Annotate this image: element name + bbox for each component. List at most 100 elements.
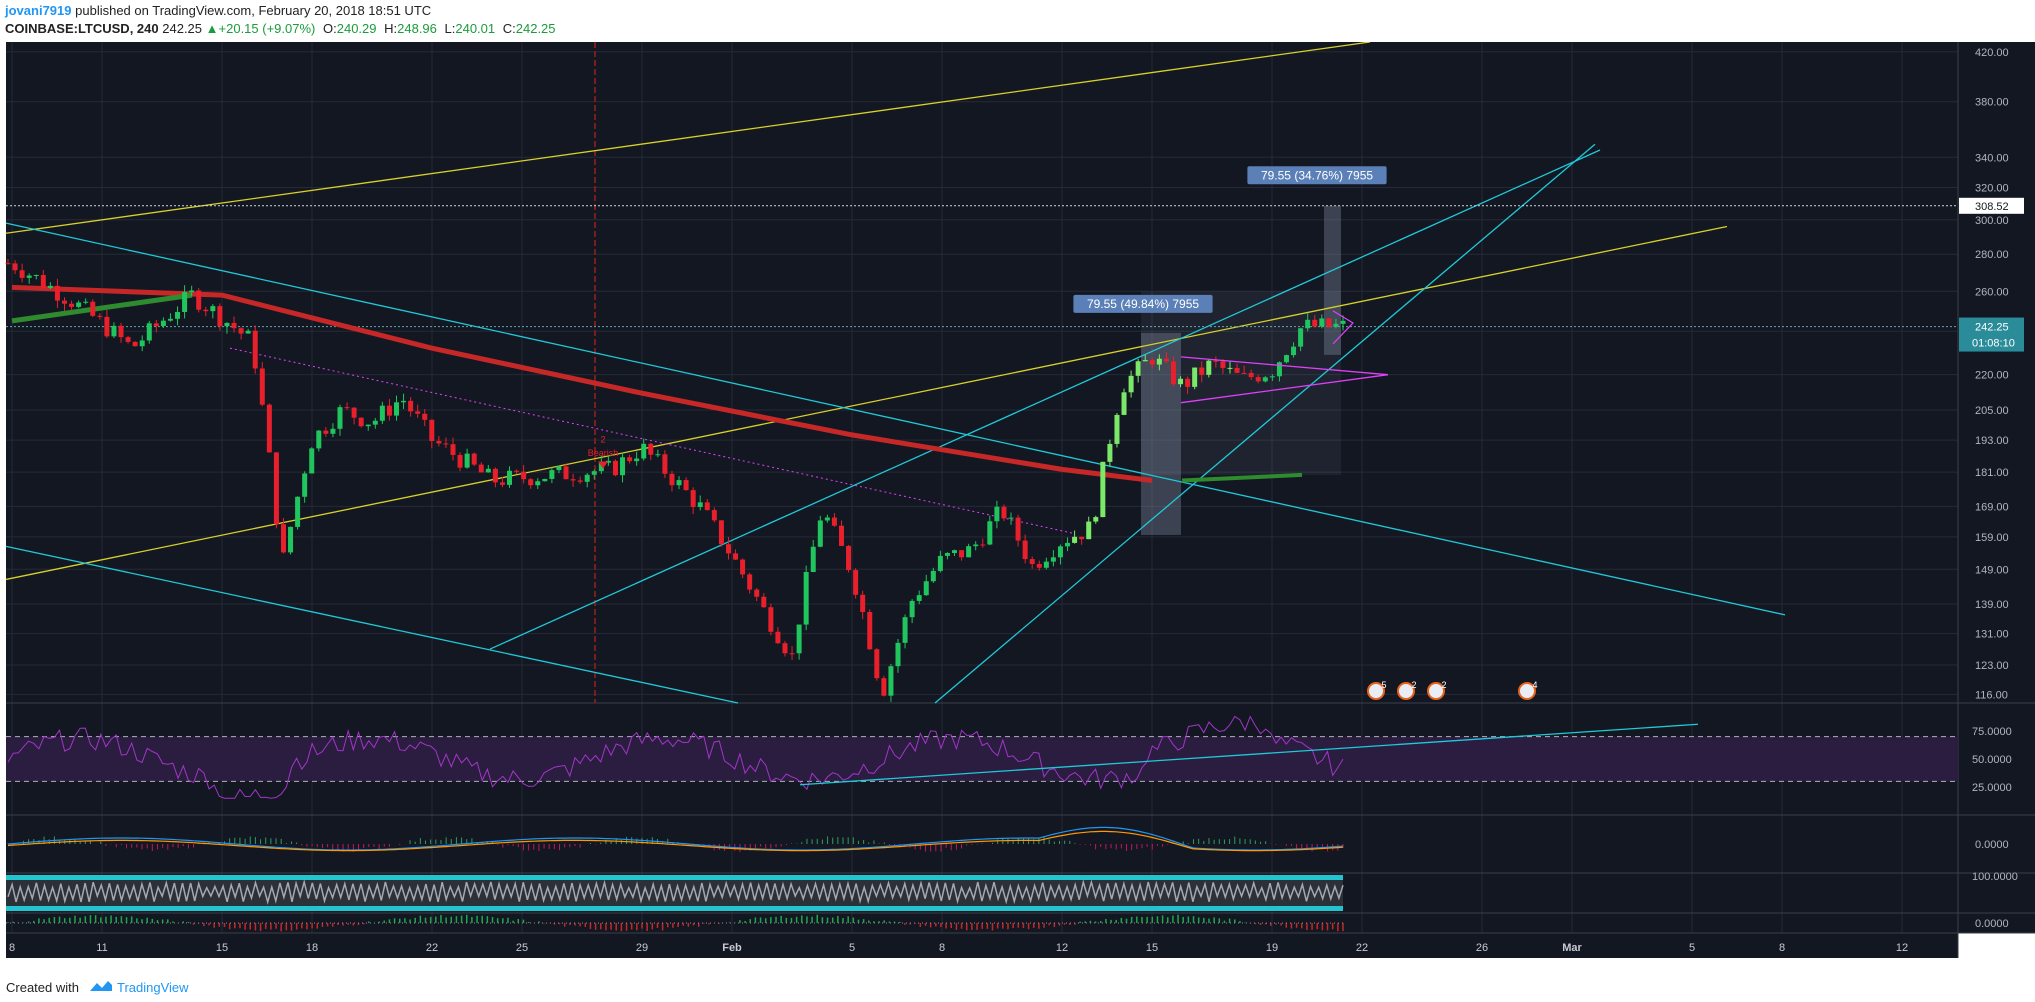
candle-body [1199, 367, 1205, 375]
osc-band-top [6, 875, 1343, 880]
trend-line-yellow [5, 42, 1371, 234]
event-badge-icon [1518, 682, 1536, 700]
candle-body [1156, 358, 1162, 365]
price-marker-bg [1959, 317, 2024, 352]
candle-body [1135, 361, 1141, 376]
candle-body [711, 510, 717, 521]
candle-body [1276, 362, 1282, 377]
close-value: 242.25 [515, 21, 556, 36]
candle-body [1178, 378, 1184, 385]
tradingview-link[interactable]: TradingView [117, 980, 189, 995]
candle-body [1001, 506, 1007, 519]
candle-body [740, 559, 746, 575]
candle-body [994, 506, 1000, 522]
candle-body [1128, 375, 1134, 393]
measure-label-1: 79.55 (49.84%) 7955 [1087, 297, 1199, 311]
candle-body [1192, 367, 1198, 387]
candle-body [831, 517, 837, 526]
author-name[interactable]: jovani7919 [5, 3, 72, 18]
candle-body [111, 325, 117, 337]
chart-footer: Created with TradingView [0, 972, 2035, 1002]
ema-green-line-left [11, 292, 193, 324]
candle-body [90, 301, 96, 316]
close-label: C: [502, 21, 516, 36]
candle-body [874, 649, 880, 679]
price-tick-label: 320.00 [1975, 183, 2009, 195]
chart-header: jovani7919 published on TradingView.com,… [0, 0, 2035, 42]
time-tick-label: 18 [306, 942, 318, 954]
price-tick-label: 116.00 [1975, 689, 2008, 701]
candle-body [295, 496, 301, 527]
ema-green-line-right [1181, 472, 1303, 483]
candle-body [952, 550, 958, 554]
high-value: 248.96 [397, 21, 437, 36]
symbol-label: COINBASE:LTCUSD, 240 [5, 21, 159, 36]
momentum-tick-label: 0.0000 [1975, 918, 2009, 930]
published-text: published on TradingView.com, February 2… [75, 3, 432, 18]
time-tick-label: 15 [1146, 942, 1158, 954]
candle-body [182, 292, 188, 313]
time-tick-label: 12 [1896, 942, 1908, 954]
osc-band-bottom [6, 906, 1343, 911]
candle-body [386, 405, 392, 416]
candle-body [288, 526, 294, 553]
candle-body [238, 328, 244, 334]
candle-body [54, 285, 60, 301]
candle-body [775, 631, 781, 644]
event-badge-count: 2 [1411, 680, 1416, 690]
rsi-tick-label: 25.0000 [1972, 782, 2012, 794]
candle-body [733, 553, 739, 560]
candle-body [860, 594, 866, 613]
price-tick-label: 300.00 [1975, 215, 2009, 227]
candle-body [5, 263, 11, 265]
candle-body [1269, 376, 1275, 378]
candle-body [789, 653, 795, 655]
candle-body [655, 454, 661, 456]
candle-body [620, 457, 626, 476]
candle-body [160, 320, 166, 327]
candle-body [1065, 542, 1071, 547]
candle-body [669, 473, 675, 486]
candle-body [1057, 546, 1063, 558]
candle-body [944, 553, 950, 556]
candle-body [1170, 361, 1176, 385]
candle-body [584, 474, 590, 482]
time-tick-label: 11 [96, 942, 107, 954]
candle-body [33, 275, 39, 277]
candle-body [485, 468, 491, 473]
rsi-band [6, 736, 1958, 782]
measure-label-2: 79.55 (34.76%) 7955 [1261, 168, 1373, 182]
channel-line-cyan [5, 222, 1786, 616]
candle-body [1333, 323, 1339, 327]
candle-body [817, 520, 823, 547]
candle-body [676, 480, 682, 486]
candle-body [888, 666, 894, 696]
annotation-bearish: Bearish [588, 448, 619, 458]
candle-body [1107, 443, 1113, 462]
price-chart[interactable]: 79.55 (49.84%) 7955 79.55 (34.76%) 7955 2 B… [0, 42, 2035, 972]
candle-body [118, 325, 124, 338]
candle-body [69, 303, 75, 307]
candle-body [408, 400, 414, 412]
candle-body [175, 312, 181, 319]
candle-body [528, 479, 534, 486]
candle-body [47, 285, 53, 288]
candle-body [76, 302, 82, 307]
time-tick-label: 8 [939, 942, 945, 954]
candle-body [824, 517, 830, 521]
candle-body [351, 407, 357, 418]
candle-body [556, 466, 562, 471]
channel-line-cyan [489, 149, 1601, 650]
candle-body [217, 306, 223, 327]
time-tick-label: 5 [849, 942, 855, 954]
time-tick-label: 15 [216, 942, 228, 954]
time-tick-label: Feb [722, 942, 742, 954]
candle-body [1312, 319, 1318, 327]
price-tick-label: 420.00 [1975, 47, 2009, 59]
candle-body [450, 444, 456, 455]
price-tick-label: 149.00 [1975, 564, 2009, 576]
candle-body [1206, 360, 1212, 375]
candle-body [761, 596, 767, 608]
price-tick-label: 260.00 [1975, 286, 2009, 298]
candle-body [1043, 561, 1049, 568]
